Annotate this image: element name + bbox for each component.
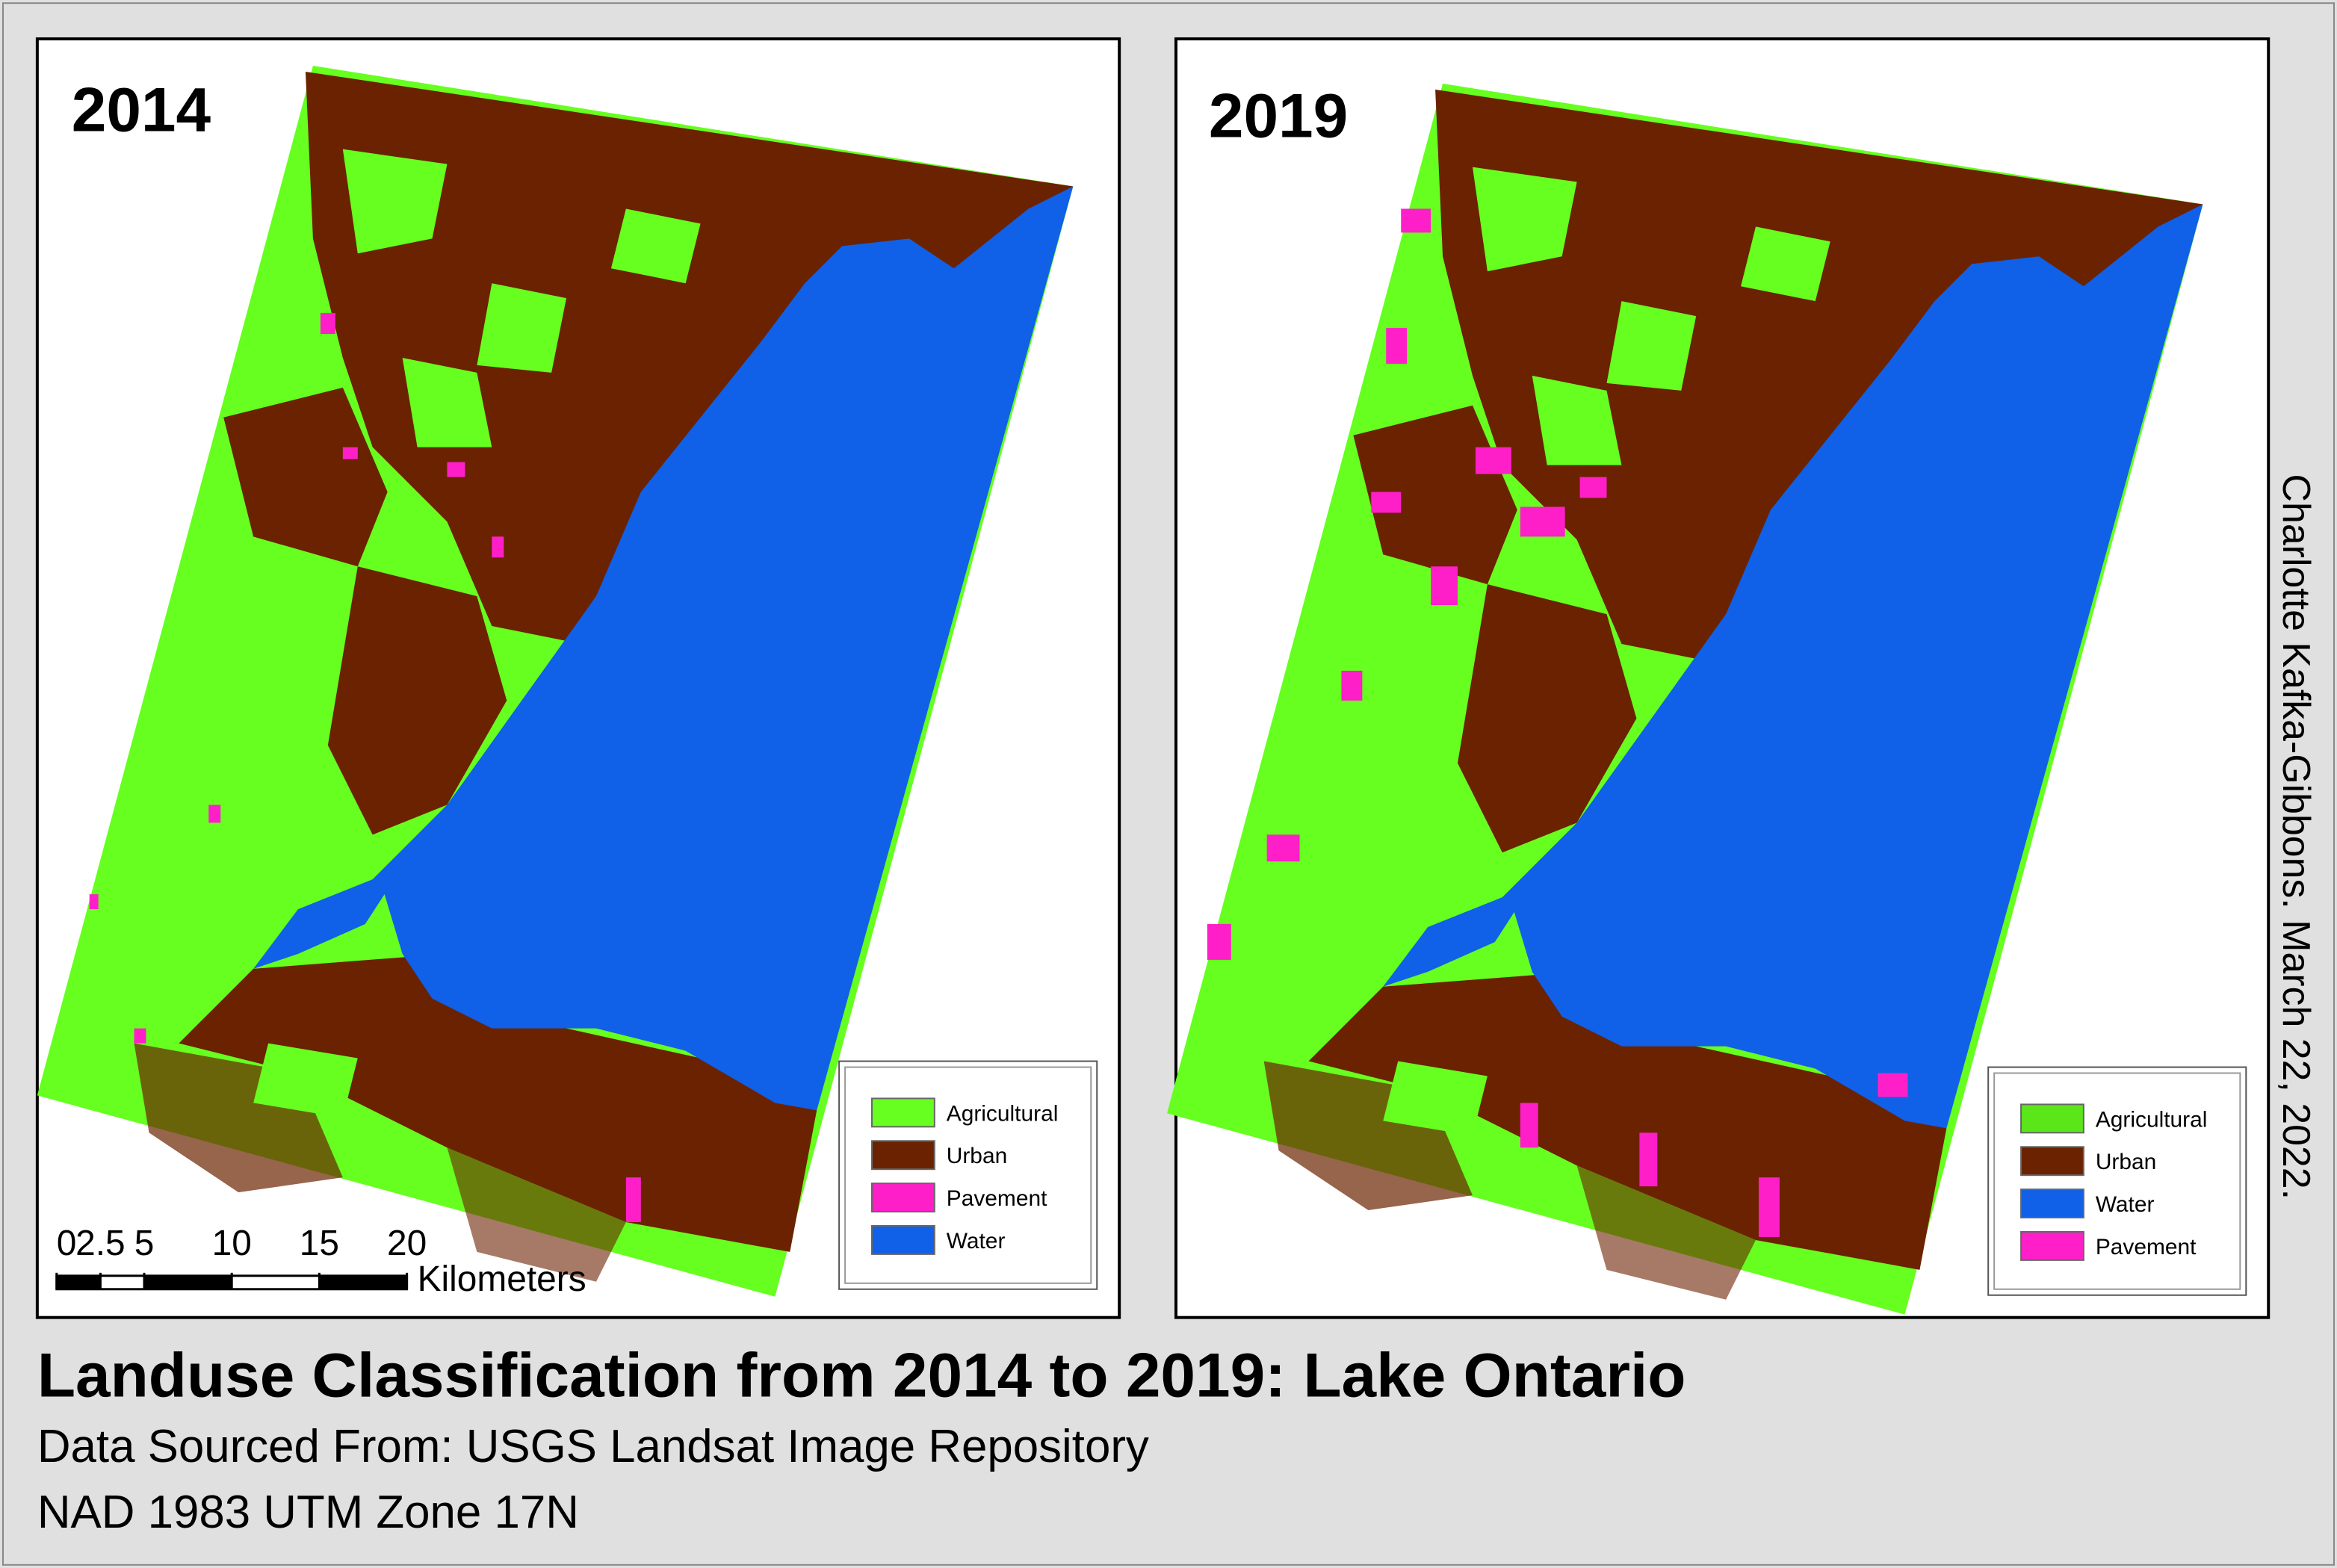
legend-swatch <box>871 1183 935 1213</box>
scale-bar-label: 2.5 <box>75 1224 126 1263</box>
legend-label: Urban <box>947 1144 1007 1168</box>
legend-frame-inner <box>1993 1072 2241 1290</box>
map-title: Landuse Classification from 2014 to 2019… <box>37 1339 1686 1410</box>
legend-frame <box>1987 1066 2247 1296</box>
scale-bar-label: 5 <box>134 1224 155 1263</box>
projection: NAD 1983 UTM Zone 17N <box>37 1487 579 1538</box>
legend-label: Pavement <box>947 1186 1047 1211</box>
scale-bar-label: 0 <box>57 1224 77 1263</box>
scale-bar-label: 20 <box>387 1224 427 1263</box>
data-source: Data Sourced From: USGS Landsat Image Re… <box>37 1421 1149 1472</box>
scale-bar-segment <box>319 1275 407 1289</box>
scale-bar-label: 15 <box>300 1224 339 1263</box>
legend-label: Water <box>947 1229 1006 1254</box>
legend-swatch <box>871 1224 935 1255</box>
map-panel: 2019 Agricultural Urban Water Pavement <box>1167 37 2271 1319</box>
legend-swatch <box>2020 1146 2084 1177</box>
author-credit: Charlotte Kafka-Gibbons. March 22, 2022. <box>2275 474 2318 1200</box>
pavement-patches <box>89 313 641 1222</box>
panel-year: 2014 <box>72 75 211 145</box>
legend-frame-inner <box>844 1066 1092 1284</box>
scale-bar-segment <box>56 1275 101 1289</box>
legend: Agricultural Urban Pavement Water <box>838 1060 1098 1290</box>
pavement-patches <box>1207 208 1908 1237</box>
legend-swatch <box>871 1140 935 1171</box>
legend-swatch <box>871 1097 935 1128</box>
legend-swatch <box>2020 1230 2084 1261</box>
legend-label: Urban <box>2096 1150 2156 1174</box>
legend-frame <box>838 1060 1098 1290</box>
legend-swatch <box>2020 1189 2084 1219</box>
scale-bar-segment <box>144 1275 232 1289</box>
scale-bar-label: 10 <box>212 1224 252 1263</box>
panel-year: 2019 <box>1209 81 1348 151</box>
scale-bar-unit: Kilometers <box>418 1259 586 1299</box>
legend-label: Agricultural <box>2096 1107 2208 1132</box>
legend-swatch <box>2020 1103 2084 1134</box>
legend-label: Agricultural <box>947 1101 1059 1126</box>
legend-label: Water <box>2096 1192 2155 1217</box>
legend: Agricultural Urban Water Pavement <box>1987 1066 2247 1296</box>
legend-label: Pavement <box>2096 1235 2197 1259</box>
map-panel: 2014 Agricultural Urban Pavement Water 02.5… <box>35 37 1121 1319</box>
